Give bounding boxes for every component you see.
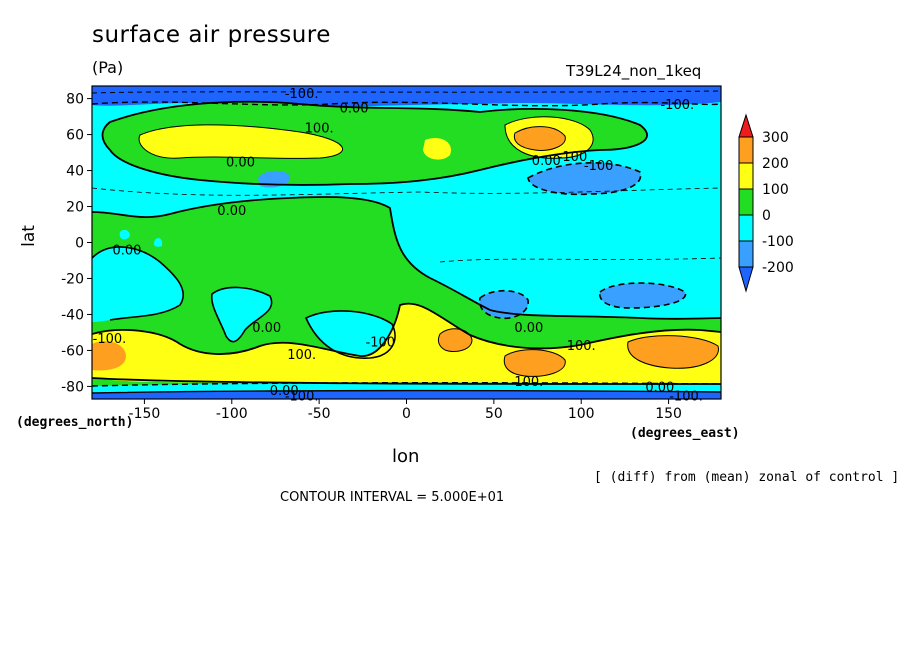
x-tick-label: 100 xyxy=(568,406,595,422)
colorbar-label: 0 xyxy=(762,208,771,224)
y-tick-label: -60 xyxy=(61,343,84,359)
y-tick-label: 60 xyxy=(66,128,84,144)
contour-label: 100. xyxy=(567,339,596,354)
band-fill-north-yellow-2 xyxy=(423,137,451,160)
contour-label: -100 xyxy=(584,159,614,174)
band-fill-cyan-dot-1 xyxy=(119,229,130,240)
run-id: T39L24_non_1keq xyxy=(566,62,702,80)
colorbar-band xyxy=(738,240,754,268)
contour-label: 0.00 xyxy=(112,244,141,259)
y-tick-label: -80 xyxy=(61,379,84,395)
y-tick-label: -20 xyxy=(61,271,84,287)
contour-label: 100. xyxy=(287,348,316,363)
band-fill-south-orange-3 xyxy=(504,349,566,377)
contour-label: -100. xyxy=(660,98,694,113)
colorbar: 300 200 100 0 -100 -200 xyxy=(738,113,794,293)
band-fill-north-blue-1 xyxy=(528,162,641,195)
colorbar-band xyxy=(738,136,754,164)
band-fill-south-cyan-1 xyxy=(211,287,272,342)
y-tick-label: 80 xyxy=(66,92,84,108)
band-fill-west-negative xyxy=(92,246,184,322)
y-tick-label: 40 xyxy=(66,164,84,180)
x-axis-label: lon xyxy=(392,446,420,467)
y-tick-label: 20 xyxy=(66,200,84,216)
colorbar-band xyxy=(738,162,754,190)
contour-label: 0.00 xyxy=(217,204,246,219)
contour-label: 0.00 xyxy=(340,102,369,117)
band-fill-south-orange-1 xyxy=(92,341,126,371)
y-tick-label: 0 xyxy=(75,236,84,252)
axis-layer: -150 -100 -50 0 50 100 150 80 60 40 20 0 -20 -40 -60 -8… xyxy=(61,92,682,422)
contour-label: -100. xyxy=(285,87,319,102)
x-tick-label: -100 xyxy=(216,406,248,422)
colorbar-bottom-arrow xyxy=(738,266,754,293)
colorbar-label: -100 xyxy=(762,234,794,250)
contour-interval: CONTOUR INTERVAL = 5.000E+01 xyxy=(280,490,505,505)
contour-label: -100 xyxy=(558,150,588,165)
contour-label: 0.00 xyxy=(270,384,299,399)
band-fill-north-blue-2 xyxy=(258,170,291,188)
y-tick-label: -40 xyxy=(61,307,84,323)
x-axis-caption: (degrees_east) xyxy=(630,426,740,441)
band-fill-south-orange-2 xyxy=(438,328,472,352)
colorbar-band xyxy=(738,214,754,242)
band-fill-north-yellow-1 xyxy=(139,124,343,159)
x-tick-label: -150 xyxy=(129,406,161,422)
difference-note: [ (diff) from (mean) zonal of control ] xyxy=(594,470,900,485)
contour-label: -100. xyxy=(93,332,127,347)
colorbar-band xyxy=(738,188,754,216)
colorbar-top-arrow xyxy=(738,113,754,138)
x-tick-label: 150 xyxy=(655,406,682,422)
contour-label: -100. xyxy=(669,389,703,404)
y-axis-caption: (degrees_north) xyxy=(16,415,134,430)
x-tick-label: 50 xyxy=(485,406,503,422)
contour-label: 0.00 xyxy=(514,321,543,336)
colorbar-label: 100 xyxy=(762,182,789,198)
x-tick-label: 0 xyxy=(402,406,411,422)
band-fill-cyan-dot-2 xyxy=(153,238,163,247)
colorbar-label: 200 xyxy=(762,156,789,172)
contour-label-layer: -100.0.00 -100.100.0.00 0.00-100-1000.000.… xyxy=(93,87,703,404)
band-fill-south-blue-1 xyxy=(479,290,529,319)
contour-label: 100. xyxy=(514,375,543,390)
band-fill-south-orange-4 xyxy=(627,335,719,369)
contour-label: 0.00 xyxy=(226,156,255,171)
contour-label: 0.00 xyxy=(645,380,674,395)
colorbar-label: -200 xyxy=(762,260,794,276)
colorbar-label: 300 xyxy=(762,130,789,146)
contour-label: 0.00 xyxy=(532,154,561,169)
contour-label: -100 xyxy=(366,335,396,350)
band-fill-south-blue-2 xyxy=(599,283,686,308)
contour-label: 100. xyxy=(305,121,334,136)
contour-fill-layer xyxy=(92,86,721,399)
band-fill-south-blue-polar xyxy=(92,390,721,399)
band-fill-north-orange xyxy=(514,126,566,151)
contour-label: 0.00 xyxy=(252,321,281,336)
contour-lines xyxy=(92,90,721,394)
x-tick-label: -50 xyxy=(308,406,331,422)
chart-title: surface air pressure xyxy=(92,22,331,48)
contour-label: -100. xyxy=(285,389,319,404)
chart-units: (Pa) xyxy=(92,58,124,77)
